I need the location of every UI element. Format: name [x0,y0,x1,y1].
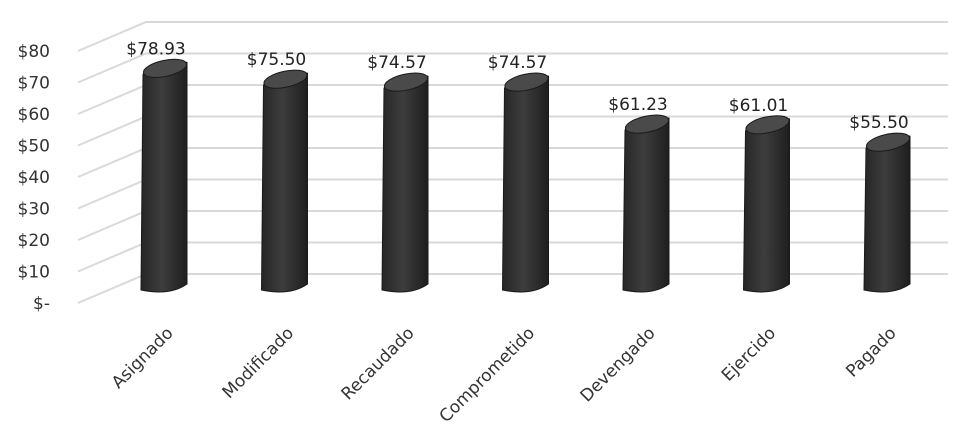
data-label: $61.23 [608,95,667,115]
bar-top [383,72,429,92]
bar-top [504,72,549,92]
data-label: $74.57 [488,53,547,73]
bar [501,72,549,293]
bar-body [381,74,429,293]
data-label: $61.01 [729,96,788,116]
category-label: Pagado [842,323,900,381]
gridline [77,21,948,52]
y-tick-label: $70 [18,74,50,94]
category-labels: Asignado Modificado Recaudado Comprometido D… [108,323,901,426]
bar-body [742,117,790,293]
category-label: Comprometido [436,323,539,426]
y-tick-label: $30 [18,200,50,220]
bar [140,58,188,293]
y-tick-label: $20 [18,231,50,251]
y-tick-label: $10 [18,263,50,283]
y-tick-label: $60 [18,105,50,125]
bar [863,132,911,293]
y-axis-tick-labels: $- $10 $20 $30 $40 $50 $60 $70 $80 [18,42,50,314]
category-label: Asignado [108,323,178,393]
bar [260,69,308,293]
category-label: Ejercido [718,323,780,385]
bar-top [263,69,308,89]
data-label: $78.93 [126,39,185,59]
y-tick-label: $50 [18,137,50,157]
bar [742,115,790,293]
bar-body [260,71,308,293]
bar [381,72,429,293]
gridline [77,52,948,84]
data-label: $74.57 [367,53,426,73]
bar-top [865,132,911,152]
bar-top [745,115,790,135]
data-label: $55.50 [849,113,908,133]
bar-top [624,114,670,134]
bar-body [622,116,670,293]
bar-top [142,58,188,78]
y-tick-label: $- [33,294,50,314]
category-label: Recaudado [338,323,419,404]
data-labels: $78.93 $75.50 $74.57 $74.57 $61.23 $61.01 $55.… [126,39,908,133]
bar [622,114,670,293]
bar-body [863,134,911,293]
bar-body [140,61,188,293]
bar-body [501,74,549,293]
y-tick-label: $40 [18,168,50,188]
category-label: Modificado [219,323,298,402]
bars [140,58,911,293]
y-tick-label: $80 [18,42,50,62]
data-label: $75.50 [247,50,306,70]
category-label: Devengado [577,323,660,406]
